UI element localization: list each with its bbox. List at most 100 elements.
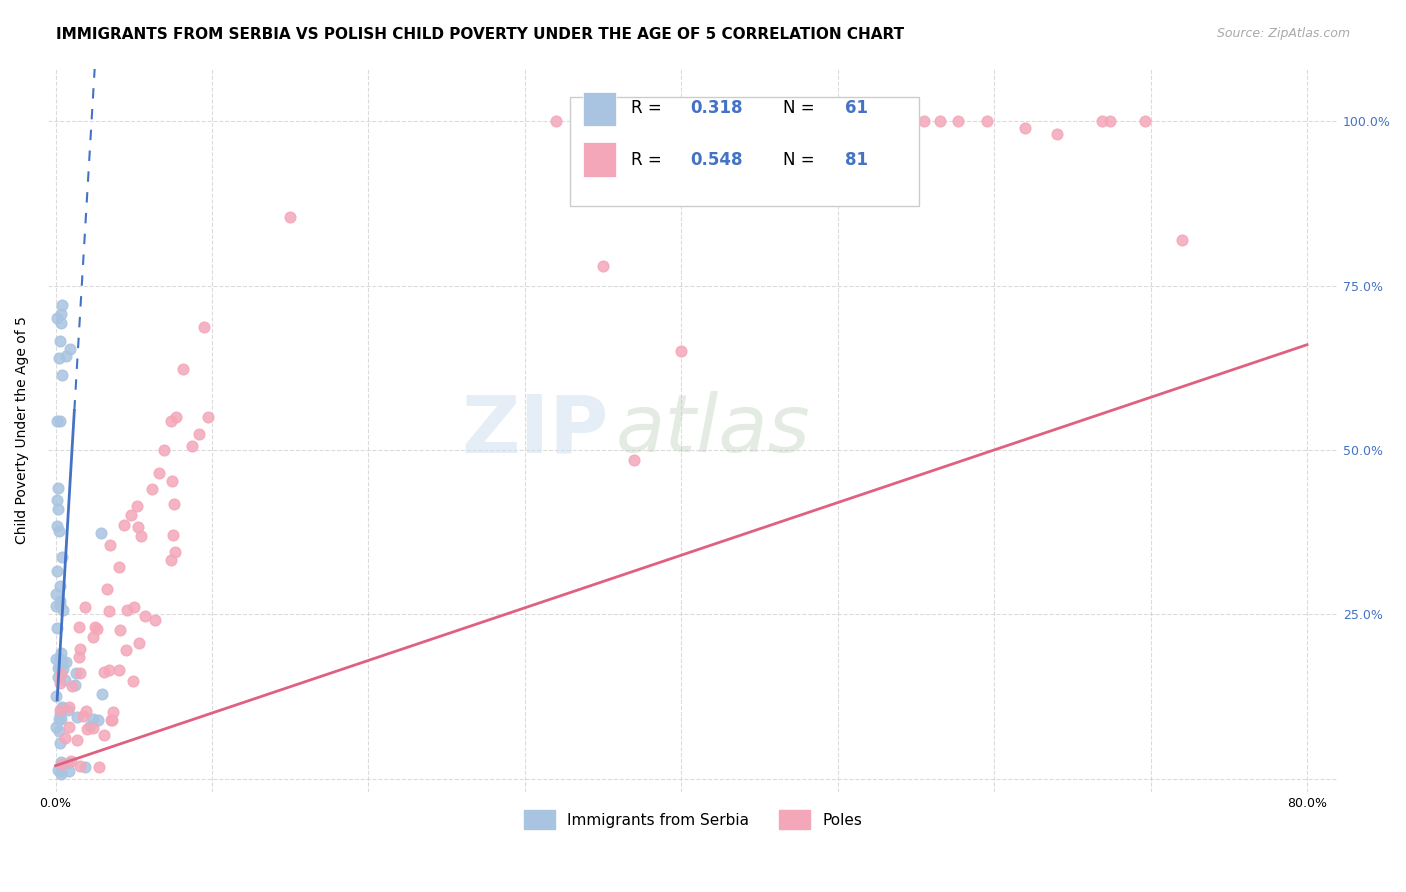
- Point: [93, 728, 115, 742]
- Point: [51, 654, 73, 668]
- Point: [73, 600, 96, 615]
- Point: [87, 713, 110, 727]
- Point: [58, 720, 80, 734]
- Text: N =: N =: [783, 151, 820, 169]
- Point: [928, 114, 950, 128]
- Point: [48, 524, 70, 539]
- Point: [165, 409, 187, 424]
- FancyBboxPatch shape: [583, 143, 616, 177]
- Point: [181, 439, 204, 453]
- Point: [46, 671, 69, 685]
- Text: N =: N =: [783, 99, 820, 118]
- Point: [51, 699, 73, 714]
- Point: [67, 649, 90, 664]
- Point: [45, 720, 67, 734]
- Point: [623, 453, 645, 467]
- Point: [101, 705, 124, 719]
- Point: [108, 624, 131, 638]
- Point: [46, 311, 69, 326]
- Point: [278, 211, 301, 225]
- Point: [162, 497, 184, 511]
- Point: [87, 759, 110, 773]
- Point: [55, 656, 77, 670]
- Point: [51, 368, 73, 383]
- Point: [129, 529, 152, 543]
- Point: [134, 608, 156, 623]
- Point: [58, 764, 80, 778]
- Point: [72, 708, 94, 723]
- Point: [49, 676, 72, 690]
- Point: [49, 413, 72, 427]
- Point: [49, 646, 72, 660]
- Text: 0.318: 0.318: [690, 99, 742, 118]
- Point: [162, 475, 184, 489]
- Point: [69, 665, 91, 680]
- Point: [912, 114, 935, 128]
- Point: [49, 593, 72, 607]
- Point: [976, 114, 998, 128]
- Point: [127, 520, 149, 534]
- Point: [546, 114, 568, 128]
- Point: [740, 114, 762, 128]
- Point: [46, 481, 69, 495]
- Point: [49, 736, 72, 750]
- Point: [51, 298, 73, 312]
- Point: [1046, 128, 1069, 142]
- Point: [45, 586, 67, 600]
- Point: [122, 600, 145, 615]
- Text: Source: ZipAtlas.com: Source: ZipAtlas.com: [1216, 27, 1350, 40]
- Point: [48, 579, 70, 593]
- Point: [65, 666, 87, 681]
- Point: [120, 508, 142, 523]
- Point: [592, 259, 614, 273]
- Point: [1091, 114, 1114, 128]
- Point: [159, 414, 181, 428]
- Point: [45, 651, 67, 665]
- Point: [46, 414, 69, 428]
- Point: [128, 636, 150, 650]
- Point: [48, 661, 70, 675]
- Point: [58, 342, 80, 356]
- Text: 0.548: 0.548: [690, 151, 742, 169]
- Point: [49, 712, 72, 726]
- Point: [58, 700, 80, 714]
- Point: [58, 703, 80, 717]
- Point: [93, 665, 115, 679]
- Point: [121, 674, 143, 689]
- Point: [49, 755, 72, 769]
- Point: [90, 526, 112, 541]
- Legend: Immigrants from Serbia, Poles: Immigrants from Serbia, Poles: [517, 804, 868, 835]
- Point: [1099, 114, 1122, 128]
- Point: [101, 713, 124, 727]
- Point: [49, 666, 72, 681]
- Point: [187, 427, 209, 442]
- Point: [73, 759, 96, 773]
- Point: [49, 766, 72, 780]
- Point: [45, 621, 67, 635]
- Point: [49, 316, 72, 330]
- Point: [112, 517, 135, 532]
- Point: [49, 598, 72, 612]
- Point: [671, 344, 693, 359]
- Point: [83, 620, 105, 634]
- Point: [67, 620, 90, 634]
- Point: [197, 409, 219, 424]
- Point: [860, 114, 883, 128]
- Point: [46, 493, 69, 508]
- Point: [1014, 120, 1036, 135]
- Text: R =: R =: [631, 99, 666, 118]
- Text: IMMIGRANTS FROM SERBIA VS POLISH CHILD POVERTY UNDER THE AGE OF 5 CORRELATION CH: IMMIGRANTS FROM SERBIA VS POLISH CHILD P…: [56, 27, 904, 42]
- Point: [82, 712, 104, 726]
- Point: [48, 724, 70, 739]
- Point: [49, 706, 72, 721]
- Point: [62, 679, 84, 693]
- Point: [114, 642, 136, 657]
- Point: [91, 687, 114, 701]
- Point: [66, 709, 89, 723]
- Point: [75, 704, 97, 718]
- Point: [52, 603, 75, 617]
- Point: [96, 582, 118, 596]
- Point: [45, 599, 67, 613]
- Text: 61: 61: [845, 99, 869, 118]
- Point: [52, 701, 75, 715]
